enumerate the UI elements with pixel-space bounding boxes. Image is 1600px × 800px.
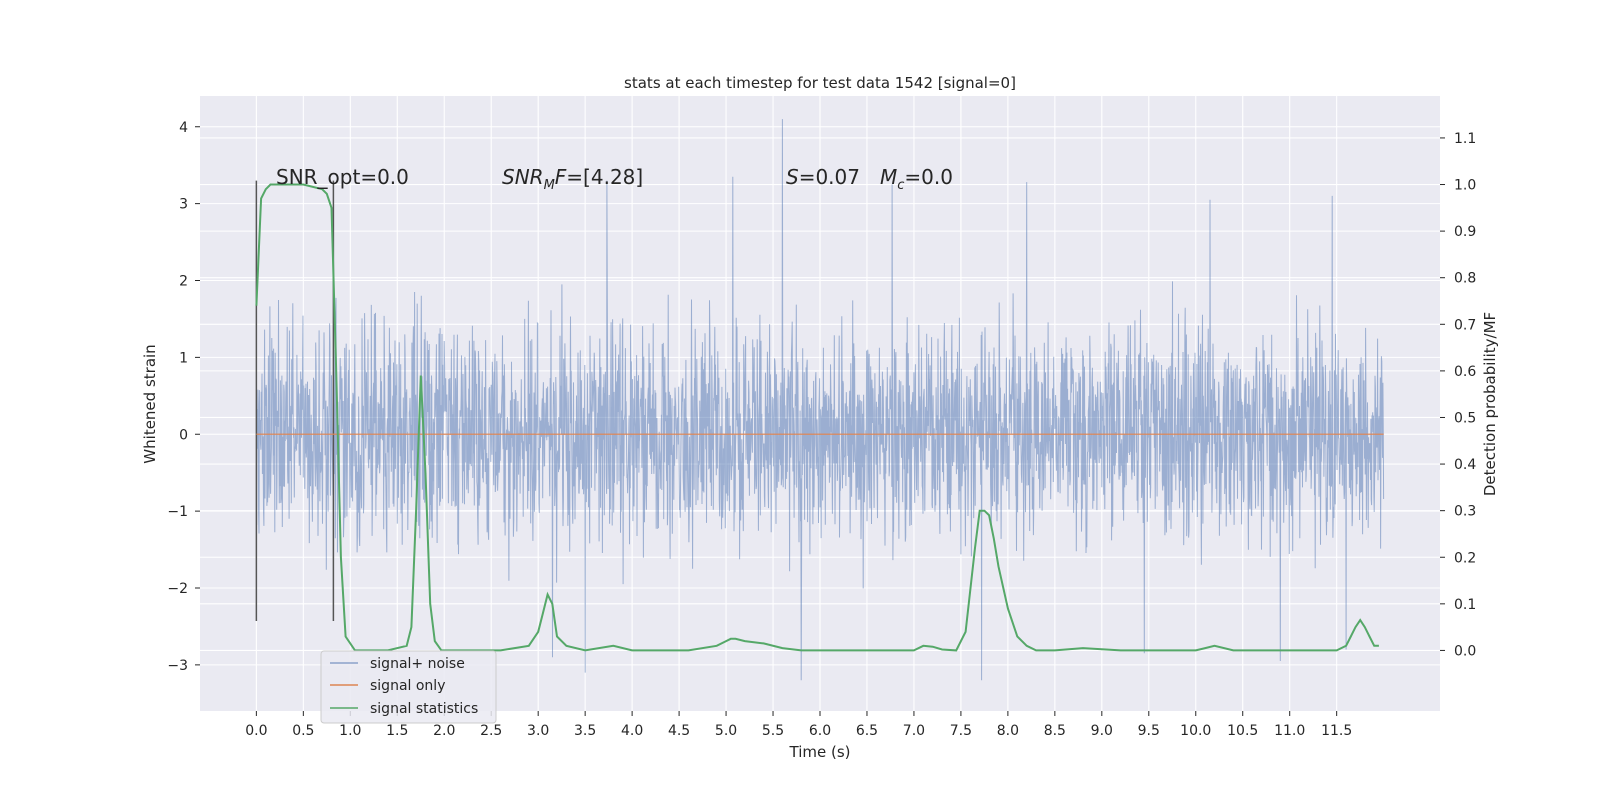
x-tick-label: 5.0 xyxy=(715,723,737,739)
series-line-signal-noise xyxy=(255,119,1385,681)
x-tick-label: 4.5 xyxy=(668,723,690,739)
mc-main: M xyxy=(880,165,897,189)
y-tick-label: 1 xyxy=(179,350,188,366)
legend: signal+ noise signal only signal statist… xyxy=(320,650,497,724)
x-tick-label: 11.0 xyxy=(1274,723,1305,739)
y-right-tick-label: 0.4 xyxy=(1454,457,1476,473)
x-tick-label: 9.5 xyxy=(1138,723,1160,739)
y-right-tick-label: 0.5 xyxy=(1454,410,1476,426)
legend-label-signal-statistics: signal statistics xyxy=(370,701,478,717)
x-tick-label: 1.0 xyxy=(339,723,361,739)
y-right-tick-label: 0.2 xyxy=(1454,550,1476,566)
x-tick-label: 6.0 xyxy=(809,723,831,739)
x-tick-label: 5.5 xyxy=(762,723,784,739)
legend-label-signal-only: signal only xyxy=(370,678,445,694)
y-tick-label: 3 xyxy=(179,197,188,213)
mc-value: =0.0 xyxy=(904,165,953,189)
y-right-tick-label: 0.6 xyxy=(1454,364,1476,380)
chart-title: stats at each timestep for test data 154… xyxy=(624,74,1016,92)
annotation-snr-opt: SNR_opt=0.0 xyxy=(276,165,409,189)
x-tick-label: 9.0 xyxy=(1091,723,1113,739)
x-tick-label: 8.5 xyxy=(1044,723,1066,739)
snr-mf-subscript: M xyxy=(544,178,555,193)
y-tick-label: −3 xyxy=(167,658,188,674)
legend-label-signal-noise: signal+ noise xyxy=(370,656,465,672)
x-tick-label: 4.0 xyxy=(621,723,643,739)
y-right-tick-label: 1.1 xyxy=(1454,131,1476,147)
x-tick-label: 8.0 xyxy=(997,723,1019,739)
legend-box xyxy=(320,650,497,724)
s-main: S xyxy=(786,165,799,189)
mc-subscript: c xyxy=(897,178,904,193)
series-line-signal-statistics xyxy=(255,183,1379,652)
y-right-tick-label: 1.0 xyxy=(1454,178,1476,194)
y-right-tick-label: 0.7 xyxy=(1454,317,1476,333)
annotation-s: S=0.07 xyxy=(786,165,860,189)
y-tick-label: 2 xyxy=(179,274,188,290)
snr-mf-main: SNR xyxy=(502,165,544,189)
y-right-tick-label: 0.3 xyxy=(1454,504,1476,520)
x-tick-label: 1.5 xyxy=(386,723,408,739)
y-right-tick-label: 0.8 xyxy=(1454,271,1476,287)
x-tick-label: 10.5 xyxy=(1227,723,1258,739)
y-right-tick-label: 0.9 xyxy=(1454,224,1476,240)
signal-noise-series xyxy=(255,119,1385,681)
y-tick-label: 0 xyxy=(179,427,188,443)
annotation-mc: Mc=0.0 xyxy=(880,165,953,193)
x-tick-label: 3.5 xyxy=(574,723,596,739)
y-axis-left: −3 −2 −1 0 1 2 3 4 xyxy=(167,120,200,674)
y-axis-label: Whitened strain xyxy=(141,344,159,463)
y-axis-right-label: Detection probability/MF xyxy=(1481,312,1499,496)
x-tick-label: 3.0 xyxy=(527,723,549,739)
x-axis: 0.0 0.5 1.0 1.5 2.0 2.5 3.0 3.5 4.0 4.5 5.0 5.5 6.0 6… xyxy=(245,711,1352,739)
x-tick-label: 0.5 xyxy=(292,723,314,739)
x-tick-label: 10.0 xyxy=(1180,723,1211,739)
x-tick-label: 6.5 xyxy=(856,723,878,739)
x-tick-label: 0.0 xyxy=(245,723,267,739)
y-right-tick-label: 0.1 xyxy=(1454,597,1476,613)
y-right-tick-label: 0.0 xyxy=(1454,643,1476,659)
y-tick-label: 4 xyxy=(179,120,188,136)
y-tick-label: −2 xyxy=(167,581,188,597)
signal-statistics-series xyxy=(255,183,1379,652)
annotation-snr-mf: SNRMF=[4.28] xyxy=(502,165,643,193)
x-tick-label: 7.0 xyxy=(903,723,925,739)
x-axis-label: Time (s) xyxy=(789,743,851,761)
s-value: =0.07 xyxy=(799,165,860,189)
x-tick-label: 2.0 xyxy=(433,723,455,739)
snr-mf-value: =[4.28] xyxy=(566,165,643,189)
snr-mf-tail: F xyxy=(555,165,567,189)
x-tick-label: 11.5 xyxy=(1321,723,1352,739)
x-tick-label: 2.5 xyxy=(480,723,502,739)
y-axis-right: 0.0 0.1 0.2 0.3 0.4 0.5 0.6 0.7 0.8 0.9 1.0 1.1 xyxy=(1440,131,1476,659)
x-tick-label: 7.5 xyxy=(950,723,972,739)
y-tick-label: −1 xyxy=(167,504,188,520)
